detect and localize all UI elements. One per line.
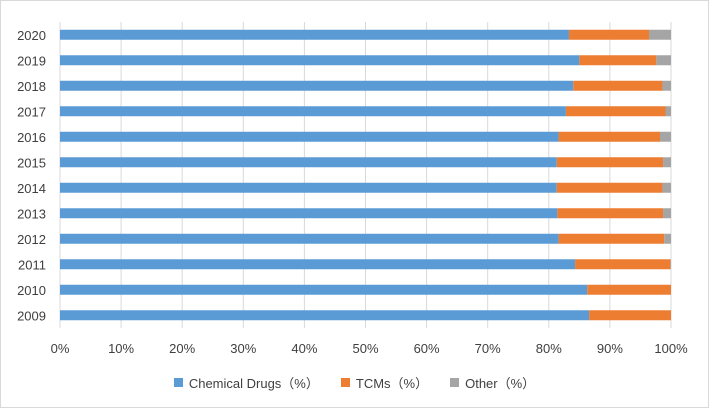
legend-label: Other（%） <box>465 376 536 391</box>
bar-segment-tcms-2020 <box>568 29 650 40</box>
bar-segment-tcms-2018 <box>573 80 663 91</box>
bar-segment-tcms-2009 <box>589 310 671 321</box>
bar-segment-chemical-drugs-2019 <box>60 55 580 66</box>
year-label: 2017 <box>17 104 46 119</box>
year-label: 2016 <box>17 130 46 145</box>
year-label: 2015 <box>17 155 46 170</box>
x-tick-label: 90% <box>597 341 623 356</box>
x-tick-label: 10% <box>108 341 134 356</box>
bar-segment-tcms-2019 <box>579 55 657 66</box>
legend-swatch <box>173 378 183 387</box>
bar-segment-tcms-2011 <box>575 259 671 270</box>
bar-segment-tcms-2014 <box>556 182 663 193</box>
bar-segment-other-2016 <box>660 131 671 142</box>
bar-segment-tcms-2017 <box>565 106 666 117</box>
year-label: 2014 <box>17 181 46 196</box>
bar-segment-chemical-drugs-2015 <box>60 157 557 168</box>
bars <box>60 29 671 321</box>
x-tick-label: 40% <box>291 341 317 356</box>
bar-segment-other-2015 <box>663 157 671 168</box>
bar-segment-tcms-2010 <box>587 284 671 295</box>
x-tick-label: 20% <box>169 341 195 356</box>
bar-segment-chemical-drugs-2020 <box>60 29 569 40</box>
year-label: 2010 <box>17 283 46 298</box>
bar-segment-chemical-drugs-2016 <box>60 131 559 142</box>
bar-segment-chemical-drugs-2011 <box>60 259 576 270</box>
x-tick-label: 100% <box>654 341 688 356</box>
legend-item: TCMs（%） <box>340 373 429 392</box>
year-label: 2013 <box>17 206 46 221</box>
year-label: 2019 <box>17 53 46 68</box>
year-labels: 2009 2010 2011 2012 2013 2014 2015 2016 2017 2018… <box>17 28 46 324</box>
legend-item: Chemical Drugs（%） <box>173 373 319 392</box>
bar-segment-tcms-2015 <box>556 157 664 168</box>
x-tick-label: 30% <box>230 341 256 356</box>
bar-segment-other-2013 <box>663 208 671 219</box>
x-tick-label: 50% <box>352 341 378 356</box>
stacked-bar-chart: 2009 2010 2011 2012 2013 2014 2015 2016 2017 2018… <box>17 22 688 356</box>
bar-segment-other-2014 <box>662 182 671 193</box>
year-label: 2012 <box>17 232 46 247</box>
legend-swatch <box>450 378 460 387</box>
bar-segment-chemical-drugs-2017 <box>60 106 566 117</box>
year-label: 2018 <box>17 79 46 94</box>
legend: Chemical Drugs（%） TCMs（%） Other（%） <box>1 373 708 392</box>
bar-segment-chemical-drugs-2018 <box>60 80 574 91</box>
x-tick-label: 0% <box>51 341 70 356</box>
x-tick-label: 80% <box>536 341 562 356</box>
bar-segment-other-2017 <box>665 106 671 117</box>
bar-segment-chemical-drugs-2012 <box>60 233 559 244</box>
bar-segment-tcms-2016 <box>558 131 661 142</box>
year-label: 2011 <box>18 257 46 272</box>
x-tick-label: 70% <box>475 341 501 356</box>
bar-segment-other-2019 <box>656 55 671 66</box>
x-tick-label: 60% <box>414 341 440 356</box>
bar-segment-other-2012 <box>664 233 671 244</box>
bar-segment-other-2018 <box>662 80 671 91</box>
bar-segment-chemical-drugs-2010 <box>60 284 588 295</box>
legend-label: TCMs（%） <box>355 376 429 391</box>
legend-label: Chemical Drugs（%） <box>188 376 319 391</box>
year-label: 2009 <box>17 308 46 323</box>
year-label: 2020 <box>17 28 46 43</box>
bar-segment-chemical-drugs-2014 <box>60 182 557 193</box>
bar-segment-other-2020 <box>649 29 671 40</box>
bar-segment-other-2011 <box>670 259 671 270</box>
bar-segment-tcms-2012 <box>558 233 665 244</box>
legend-swatch <box>340 378 350 387</box>
x-tick-labels: 0% 10% 20% 30% 40% 50% 60% 70% 80% 90% 100% <box>51 341 688 356</box>
bar-segment-chemical-drugs-2013 <box>60 208 558 219</box>
bar-segment-tcms-2013 <box>557 208 664 219</box>
bar-segment-chemical-drugs-2009 <box>60 310 590 321</box>
gridlines <box>59 22 672 328</box>
legend-item: Other（%） <box>450 373 535 392</box>
